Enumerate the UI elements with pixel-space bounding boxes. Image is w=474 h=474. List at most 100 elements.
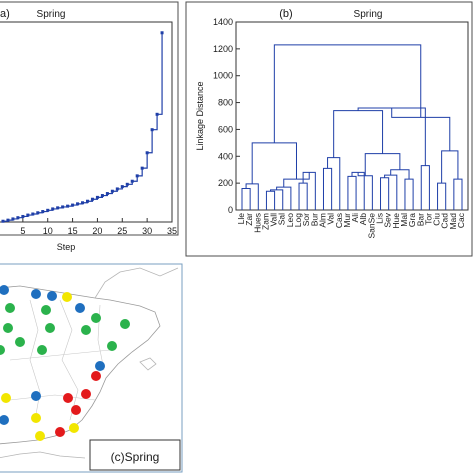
panel-a-point <box>130 179 134 183</box>
panel-b-link <box>384 174 398 210</box>
panel-b-leaf-label: SanSe <box>366 213 376 239</box>
panel-b-link <box>351 171 365 210</box>
station-marker <box>81 389 91 399</box>
iberia-outline <box>0 285 161 445</box>
panel-b-plot-area <box>235 21 469 211</box>
panel-b-link <box>441 150 459 184</box>
panel-b-leaf-label: Vall <box>269 213 279 227</box>
panel-b-y-tick-label: 200 <box>218 178 233 188</box>
panel-b-y-tick-label: 600 <box>218 124 233 134</box>
africa-coast <box>0 451 86 459</box>
mallorca-outline <box>139 357 157 371</box>
panel-b-leaf-label: Log <box>293 213 303 227</box>
panel-b-leaf-label: Cac <box>456 212 466 228</box>
panel-b-leaf-label: Bar <box>415 213 425 226</box>
panel-b-link <box>357 172 373 210</box>
panel-b-leaf-label: Leo <box>285 213 295 227</box>
panel-b-leaf-label: Hue <box>391 213 401 229</box>
station-marker <box>71 405 81 415</box>
panel-b-leaf-label: Mur <box>342 213 352 228</box>
panel-b-y-tick-label: 800 <box>218 98 233 108</box>
panel-a-title: Spring <box>37 9 66 20</box>
station-marker <box>47 291 57 301</box>
panel-a-point <box>16 216 20 220</box>
panel-b-link <box>437 182 447 210</box>
panel-a-point <box>105 192 109 196</box>
panel-b-link <box>265 190 276 210</box>
panel-b-link <box>327 157 341 210</box>
panel-a-point <box>145 151 149 155</box>
station-marker <box>95 361 105 371</box>
station-marker <box>91 313 101 323</box>
panel-b-leaf-label: Zam <box>260 213 270 230</box>
panel-a-points <box>1 31 164 223</box>
panel-a-point <box>71 203 75 207</box>
panel-a-point <box>100 194 104 198</box>
panel-a-point <box>66 204 70 208</box>
panel-b-leaf-label: Lle <box>236 213 246 225</box>
panel-b-links <box>241 44 463 210</box>
panel-b-leaf-label: Mal <box>399 213 409 227</box>
panel-a-point <box>115 187 119 191</box>
panel-b-leaf-label: Ali <box>350 213 360 223</box>
panel-b-ylabel: Linkage Distance <box>195 81 205 150</box>
panel-a-point <box>11 217 15 221</box>
france-outline <box>94 267 179 299</box>
panel-a-point <box>150 128 154 132</box>
station-marker <box>120 319 130 329</box>
panel-b-link <box>322 167 333 210</box>
panel-b-leaf-label: Ciu <box>432 213 442 226</box>
panel-a-point <box>46 208 50 212</box>
station-marker <box>0 285 9 295</box>
panel-b-leaf-label: Cad <box>440 213 450 229</box>
station-marker <box>63 393 73 403</box>
station-marker <box>62 292 72 302</box>
panel-b-leaf-label: Sor <box>301 213 311 226</box>
panel-b-link <box>347 175 357 210</box>
panel-a-point <box>21 214 25 218</box>
panel-a-x-tick-label: 35 <box>167 226 177 236</box>
panel-a-point <box>95 195 99 199</box>
station-marker <box>15 337 25 347</box>
panel-b-link <box>453 178 463 210</box>
panel-b-link <box>241 188 251 210</box>
station-marker <box>5 303 15 313</box>
panel-a-x-ticks: 5 10 15 20 25 30 35 <box>20 218 177 236</box>
panel-c-stations <box>0 285 130 441</box>
station-marker <box>31 289 41 299</box>
station-marker <box>107 341 117 351</box>
panel-b-link <box>404 178 414 210</box>
panel-a-plot-area <box>0 21 173 223</box>
panel-a-point <box>6 218 10 222</box>
panel-b-link <box>364 153 401 176</box>
panel-a-point <box>135 174 139 178</box>
panel-b-y-tick-label: 1200 <box>213 44 233 54</box>
panel-b-link <box>390 169 410 180</box>
panel-a-point <box>1 219 5 223</box>
panel-b-link <box>270 189 284 210</box>
panel-b-link <box>333 110 384 158</box>
panel-b-leaf-labels: LleZarHuesZamVallSalLeoLogSorBurAlmValCa… <box>236 212 466 238</box>
panel-b-leaf-label: Bur <box>309 213 319 226</box>
panel-a-point <box>85 199 89 203</box>
panel-a-point <box>26 213 30 217</box>
panel-a-point <box>61 205 65 209</box>
station-marker <box>31 413 41 423</box>
panel-a-x-tick-label: 15 <box>68 226 78 236</box>
panel-c-caption-box <box>89 439 181 471</box>
station-marker <box>91 371 101 381</box>
panel-a-series-line <box>2 32 163 222</box>
panel-a-point <box>56 206 60 210</box>
panel-a-point <box>76 202 80 206</box>
panel-a-point <box>155 112 159 116</box>
panel-a-border <box>0 1 179 236</box>
panel-a-point <box>90 197 94 201</box>
panel-b-dendrogram: (b) Spring Linkage Distance 0 200 400 600 80… <box>185 1 473 257</box>
panel-b-leaf-label: Alb <box>358 213 368 226</box>
panel-b-link <box>420 165 430 210</box>
panel-a-point <box>36 211 40 215</box>
panel-a-x-tick-label: 30 <box>142 226 152 236</box>
panel-b-y-tick-label: 0 <box>228 205 233 215</box>
panel-c-map: (c)Spring <box>0 263 183 473</box>
panel-b-link <box>251 142 297 184</box>
